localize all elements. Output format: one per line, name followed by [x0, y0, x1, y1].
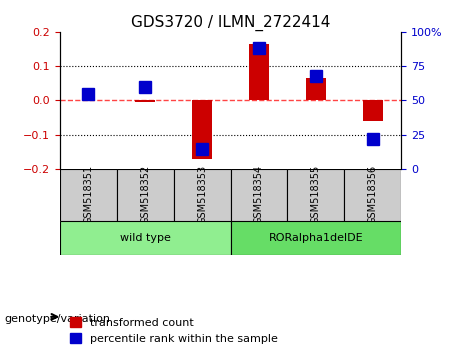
- Bar: [306, 78, 326, 101]
- FancyBboxPatch shape: [230, 169, 287, 221]
- FancyBboxPatch shape: [60, 169, 117, 221]
- FancyBboxPatch shape: [117, 169, 174, 221]
- FancyBboxPatch shape: [60, 221, 230, 255]
- Text: GSM518351: GSM518351: [83, 165, 94, 224]
- Legend: transformed count, percentile rank within the sample: transformed count, percentile rank withi…: [65, 313, 282, 348]
- Text: GSM518356: GSM518356: [367, 165, 378, 224]
- Bar: [135, 101, 155, 102]
- Text: GSM518354: GSM518354: [254, 165, 264, 224]
- Text: genotype/variation: genotype/variation: [5, 314, 111, 324]
- Title: GDS3720 / ILMN_2722414: GDS3720 / ILMN_2722414: [131, 14, 330, 30]
- Bar: [192, 101, 212, 159]
- Bar: [363, 101, 383, 121]
- Bar: [249, 44, 269, 101]
- Text: RORalpha1delDE: RORalpha1delDE: [268, 233, 363, 243]
- FancyBboxPatch shape: [174, 169, 230, 221]
- Text: GSM518353: GSM518353: [197, 165, 207, 224]
- Text: wild type: wild type: [120, 233, 171, 243]
- FancyBboxPatch shape: [230, 221, 401, 255]
- FancyBboxPatch shape: [287, 169, 344, 221]
- Text: GSM518352: GSM518352: [140, 165, 150, 224]
- FancyBboxPatch shape: [344, 169, 401, 221]
- Text: GSM518355: GSM518355: [311, 165, 321, 224]
